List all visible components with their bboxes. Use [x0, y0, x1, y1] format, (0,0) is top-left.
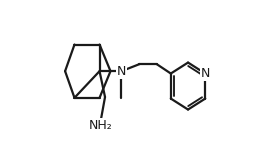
Text: NH₂: NH₂ — [88, 119, 112, 133]
Text: N: N — [200, 67, 210, 80]
Text: N: N — [117, 65, 126, 78]
